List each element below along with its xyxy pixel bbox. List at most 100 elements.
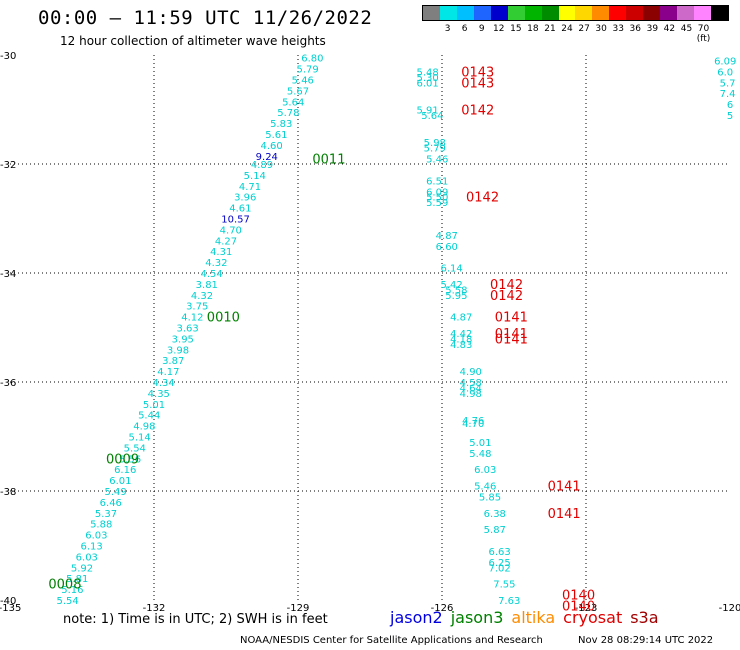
pass-time-label: 0141: [495, 311, 528, 326]
wave-height-label: 5.79: [424, 144, 446, 155]
legend-swatch: [558, 6, 576, 20]
pass-time-label: 0143: [461, 76, 494, 91]
mission-jason2: jason2: [390, 608, 443, 627]
wave-height-label: 4.87: [436, 231, 458, 242]
legend-swatch: [439, 6, 457, 20]
wave-height-label: 4.54: [200, 269, 222, 280]
legend-label: 21: [544, 24, 556, 34]
wave-height-label: 5.54: [56, 596, 78, 607]
wave-height-label: 6.01: [416, 78, 438, 89]
legend-label: 36: [629, 24, 641, 34]
legend-swatch: [694, 6, 711, 20]
pass-time-label: 0140: [562, 599, 595, 614]
wave-height-label: 6.38: [484, 509, 506, 520]
wave-height-label: 5.30: [416, 73, 438, 84]
wave-height-label: 5.91: [416, 106, 438, 117]
wave-height-label: 4.61: [229, 204, 251, 215]
lat-tick-label: -38: [0, 487, 16, 498]
wave-height-label: 3.75: [186, 302, 208, 313]
legend-label: 24: [561, 24, 573, 34]
legend-label: 12: [493, 24, 505, 34]
pass-time-label: 0142: [490, 289, 523, 304]
wave-height-label: 5.78: [277, 108, 299, 119]
wave-height-label: 9.24: [256, 152, 278, 163]
credit-text: NOAA/NESDIS Center for Satellite Applica…: [240, 635, 543, 646]
wave-height-label: 4.18: [450, 334, 472, 345]
wave-height-label: 4.32: [191, 291, 213, 302]
pass-time-label: 0008: [48, 578, 81, 593]
wave-height-label: 4.12: [181, 313, 203, 324]
legend-swatch: [490, 6, 508, 20]
wave-height-label: 5.44: [138, 411, 160, 422]
wave-height-label: 4.35: [148, 389, 170, 400]
color-legend: 3 6 9 12 15 18 21 24 27 30 33 36 39 42 45 70 (ft): [422, 5, 729, 44]
legend-swatch: [710, 6, 728, 20]
pass-time-label: 0011: [312, 153, 345, 168]
lon-tick-label: -123: [575, 603, 598, 614]
pass-time-label: 0140: [562, 589, 595, 604]
wave-height-label: 4.32: [205, 258, 227, 269]
wave-height-label: 4.76: [462, 416, 484, 427]
wave-height-label: 4.83: [450, 340, 472, 351]
wave-height-label: 5.98: [424, 138, 446, 149]
wave-height-label: 3.87: [162, 356, 184, 367]
legend-label: 45: [680, 24, 693, 34]
wave-height-label: 4.70: [462, 419, 484, 430]
wave-height-label: 5.59: [426, 198, 448, 209]
wave-height-label: 3.63: [176, 324, 198, 335]
wave-height-label: 5.7: [720, 78, 736, 89]
wave-height-label: 5.42: [440, 280, 462, 291]
wave-height-label: 5.46: [426, 155, 448, 166]
legend-swatch: [541, 6, 559, 20]
wave-height-label: 5.61: [265, 130, 287, 141]
wave-height-label: 6.60: [436, 242, 458, 253]
legend-label: 18: [527, 24, 539, 34]
wave-height-label: 4.60: [260, 141, 282, 152]
wave-height-label: 6.0: [717, 67, 733, 78]
wave-height-label: 5.95: [445, 291, 467, 302]
wave-height-label: 5.50: [426, 193, 448, 204]
generated-time: Nov 28 08:29:14 UTC 2022: [578, 635, 714, 646]
legend-swatch: [507, 6, 525, 20]
pass-time-label: 0143: [461, 65, 494, 80]
mission-altika: altika: [511, 608, 556, 627]
wave-height-label: 5.49: [104, 487, 126, 498]
lon-tick-label: -135: [0, 603, 21, 614]
legend-swatch: [609, 6, 627, 20]
wave-height-label: 5.14: [128, 433, 150, 444]
wave-height-label: 6.80: [301, 54, 323, 65]
wave-height-label: 6.09: [714, 56, 736, 67]
wave-height-label: 4.87: [450, 313, 472, 324]
legend-label: 33: [612, 24, 624, 34]
wave-height-label: 5.92: [71, 563, 93, 574]
mission-jason3: jason3: [450, 608, 504, 627]
wave-height-label: 5.79: [296, 65, 318, 76]
wave-height-label: 4.64: [460, 383, 482, 394]
wave-height-label: 6.03: [85, 531, 107, 542]
page-subtitle: 12 hour collection of altimeter wave hei…: [60, 34, 326, 48]
wave-height-label: 5.64: [421, 111, 443, 122]
wave-height-label: 5.81: [66, 574, 88, 585]
wave-height-label: 6: [727, 100, 733, 111]
wave-height-label: 5.46: [474, 482, 496, 493]
wave-height-label: 3.98: [167, 345, 189, 356]
legend-label: 6: [461, 24, 468, 34]
wave-height-label: 10.57: [221, 215, 250, 226]
pass-time-label: 0010: [207, 311, 240, 326]
wave-height-label: 5.46: [292, 76, 314, 87]
wave-height-label: 4.31: [210, 247, 232, 258]
wave-height-label: 5.56: [119, 454, 141, 465]
lon-tick-label: -129: [287, 603, 310, 614]
wave-height-label: 6.03: [474, 465, 496, 476]
legend-label: 9: [478, 24, 485, 34]
wave-height-label: 5.85: [479, 492, 501, 503]
wave-height-label: 6.03: [76, 552, 98, 563]
wave-height-label: 4.17: [157, 367, 179, 378]
wave-height-label: 5.64: [282, 97, 304, 108]
legend-swatch: [473, 6, 491, 20]
legend-swatch: [423, 6, 440, 20]
pass-time-label: 0142: [490, 278, 523, 293]
wave-height-label: 6.51: [426, 176, 448, 187]
wave-height-label: 6.13: [80, 542, 102, 553]
wave-height-label: 5.83: [270, 119, 292, 130]
